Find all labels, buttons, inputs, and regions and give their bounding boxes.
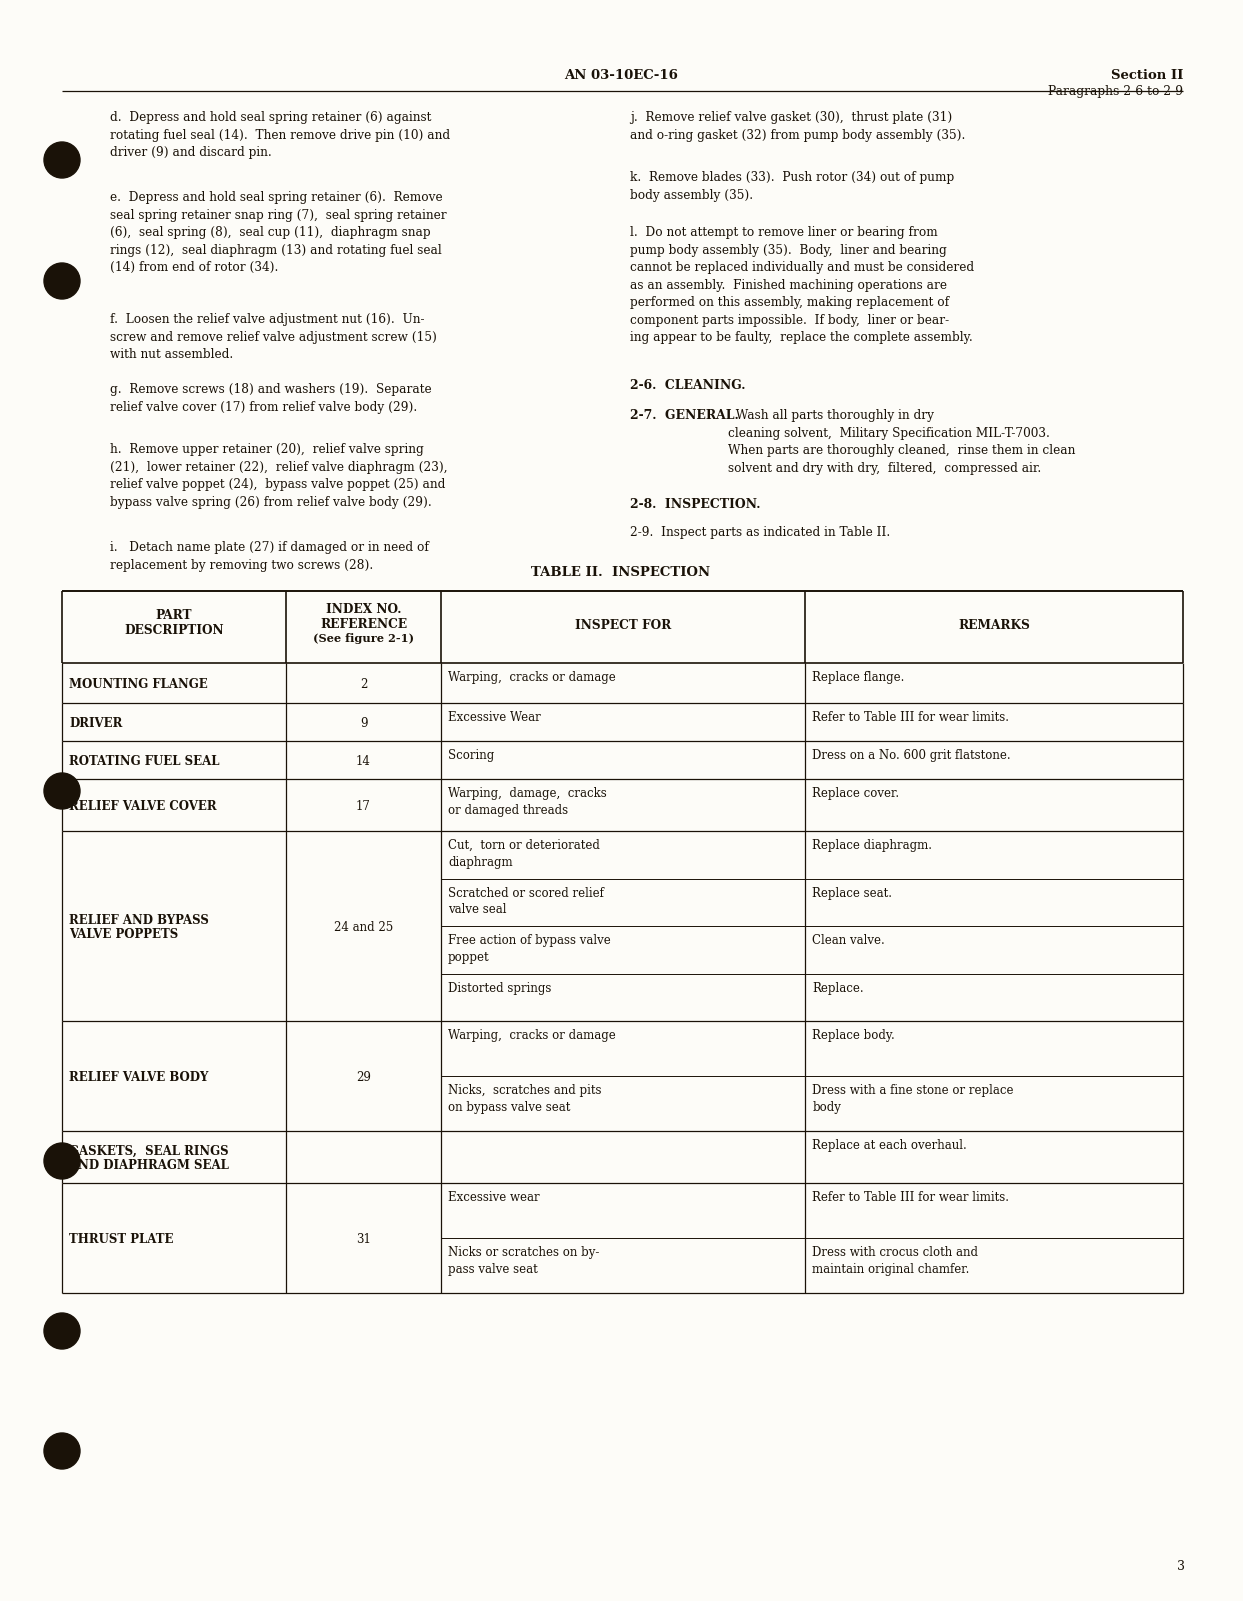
Circle shape bbox=[44, 1143, 80, 1178]
Text: DRIVER: DRIVER bbox=[70, 717, 122, 730]
Text: 3: 3 bbox=[1177, 1559, 1185, 1574]
Text: Replace cover.: Replace cover. bbox=[812, 788, 900, 800]
Text: Nicks,  scratches and pits
on bypass valve seat: Nicks, scratches and pits on bypass valv… bbox=[447, 1084, 602, 1114]
Text: Wash all parts thoroughly in dry
cleaning solvent,  Military Specification MIL-T: Wash all parts thoroughly in dry cleanin… bbox=[728, 408, 1075, 474]
Text: Clean valve.: Clean valve. bbox=[812, 933, 885, 948]
Text: AND DIAPHRAGM SEAL: AND DIAPHRAGM SEAL bbox=[70, 1159, 229, 1172]
Text: h.  Remove upper retainer (20),  relief valve spring
(21),  lower retainer (22),: h. Remove upper retainer (20), relief va… bbox=[109, 443, 447, 509]
Text: Replace body.: Replace body. bbox=[812, 1029, 895, 1042]
Text: l.  Do not attempt to remove liner or bearing from
pump body assembly (35).  Bod: l. Do not attempt to remove liner or bea… bbox=[630, 226, 975, 344]
Circle shape bbox=[44, 263, 80, 299]
Text: Warping,  cracks or damage: Warping, cracks or damage bbox=[447, 1029, 615, 1042]
Text: TABLE II.  INSPECTION: TABLE II. INSPECTION bbox=[532, 567, 711, 580]
Text: Dress with crocus cloth and
maintain original chamfer.: Dress with crocus cloth and maintain ori… bbox=[812, 1246, 978, 1276]
Text: AN 03-10EC-16: AN 03-10EC-16 bbox=[564, 69, 677, 82]
Text: Nicks or scratches on by-
pass valve seat: Nicks or scratches on by- pass valve sea… bbox=[447, 1246, 599, 1276]
Text: RELIEF VALVE BODY: RELIEF VALVE BODY bbox=[70, 1071, 209, 1084]
Text: Cut,  torn or deteriorated
diaphragm: Cut, torn or deteriorated diaphragm bbox=[447, 839, 600, 869]
Text: 2-6.  CLEANING.: 2-6. CLEANING. bbox=[630, 379, 746, 392]
Circle shape bbox=[44, 1433, 80, 1470]
Text: THRUST PLATE: THRUST PLATE bbox=[70, 1233, 174, 1246]
Text: MOUNTING FLANGE: MOUNTING FLANGE bbox=[70, 677, 208, 692]
Text: 2-7.  GENERAL.: 2-7. GENERAL. bbox=[630, 408, 738, 423]
Text: 2-8.  INSPECTION.: 2-8. INSPECTION. bbox=[630, 498, 761, 511]
Text: REMARKS: REMARKS bbox=[958, 620, 1030, 632]
Text: 14: 14 bbox=[355, 756, 370, 768]
Text: Paragraphs 2-6 to 2-9: Paragraphs 2-6 to 2-9 bbox=[1048, 85, 1183, 98]
Text: Dress on a No. 600 grit flatstone.: Dress on a No. 600 grit flatstone. bbox=[812, 749, 1011, 762]
Text: PART: PART bbox=[155, 608, 193, 623]
Text: Excessive wear: Excessive wear bbox=[447, 1191, 539, 1204]
Text: Refer to Table III for wear limits.: Refer to Table III for wear limits. bbox=[812, 711, 1009, 724]
Text: Scoring: Scoring bbox=[447, 749, 495, 762]
Text: Replace diaphragm.: Replace diaphragm. bbox=[812, 839, 932, 852]
Text: ROTATING FUEL SEAL: ROTATING FUEL SEAL bbox=[70, 756, 220, 768]
Text: Replace at each overhaul.: Replace at each overhaul. bbox=[812, 1138, 967, 1153]
Text: k.  Remove blades (33).  Push rotor (34) out of pump
body assembly (35).: k. Remove blades (33). Push rotor (34) o… bbox=[630, 171, 955, 202]
Text: INDEX NO.: INDEX NO. bbox=[326, 604, 401, 616]
Text: Replace flange.: Replace flange. bbox=[812, 671, 905, 684]
Text: GASKETS,  SEAL RINGS: GASKETS, SEAL RINGS bbox=[70, 1145, 229, 1158]
Text: Warping,  damage,  cracks
or damaged threads: Warping, damage, cracks or damaged threa… bbox=[447, 788, 607, 817]
Text: 29: 29 bbox=[355, 1071, 370, 1084]
Text: Dress with a fine stone or replace
body: Dress with a fine stone or replace body bbox=[812, 1084, 1014, 1114]
Circle shape bbox=[44, 773, 80, 809]
Text: 31: 31 bbox=[355, 1233, 370, 1246]
Text: Warping,  cracks or damage: Warping, cracks or damage bbox=[447, 671, 615, 684]
Text: f.  Loosen the relief valve adjustment nut (16).  Un-
screw and remove relief va: f. Loosen the relief valve adjustment nu… bbox=[109, 314, 436, 360]
Text: Replace seat.: Replace seat. bbox=[812, 887, 892, 900]
Text: RELIEF VALVE COVER: RELIEF VALVE COVER bbox=[70, 800, 216, 813]
Circle shape bbox=[44, 142, 80, 178]
Text: Refer to Table III for wear limits.: Refer to Table III for wear limits. bbox=[812, 1191, 1009, 1204]
Text: e.  Depress and hold seal spring retainer (6).  Remove
seal spring retainer snap: e. Depress and hold seal spring retainer… bbox=[109, 191, 446, 274]
Text: Excessive Wear: Excessive Wear bbox=[447, 711, 541, 724]
Text: VALVE POPPETS: VALVE POPPETS bbox=[70, 929, 178, 941]
Text: DESCRIPTION: DESCRIPTION bbox=[124, 624, 224, 637]
Text: Section II: Section II bbox=[1111, 69, 1183, 82]
Text: INSPECT FOR: INSPECT FOR bbox=[576, 620, 671, 632]
Text: RELIEF AND BYPASS: RELIEF AND BYPASS bbox=[70, 914, 209, 927]
Text: REFERENCE: REFERENCE bbox=[319, 618, 408, 631]
Text: 24 and 25: 24 and 25 bbox=[334, 921, 393, 933]
Text: d.  Depress and hold seal spring retainer (6) against
rotating fuel seal (14).  : d. Depress and hold seal spring retainer… bbox=[109, 110, 450, 158]
Text: i.   Detach name plate (27) if damaged or in need of
replacement by removing two: i. Detach name plate (27) if damaged or … bbox=[109, 541, 429, 572]
Text: 2-9.  Inspect parts as indicated in Table II.: 2-9. Inspect parts as indicated in Table… bbox=[630, 527, 890, 540]
Text: (See figure 2-1): (See figure 2-1) bbox=[313, 632, 414, 644]
Text: 17: 17 bbox=[355, 800, 370, 813]
Text: 2: 2 bbox=[360, 677, 367, 692]
Text: Scratched or scored relief
valve seal: Scratched or scored relief valve seal bbox=[447, 887, 604, 916]
Text: g.  Remove screws (18) and washers (19).  Separate
relief valve cover (17) from : g. Remove screws (18) and washers (19). … bbox=[109, 383, 431, 413]
Text: Distorted springs: Distorted springs bbox=[447, 981, 552, 994]
Text: j.  Remove relief valve gasket (30),  thrust plate (31)
and o-ring gasket (32) f: j. Remove relief valve gasket (30), thru… bbox=[630, 110, 966, 141]
Text: Free action of bypass valve
poppet: Free action of bypass valve poppet bbox=[447, 933, 610, 964]
Text: Replace.: Replace. bbox=[812, 981, 864, 994]
Circle shape bbox=[44, 1313, 80, 1350]
Text: 9: 9 bbox=[359, 717, 367, 730]
